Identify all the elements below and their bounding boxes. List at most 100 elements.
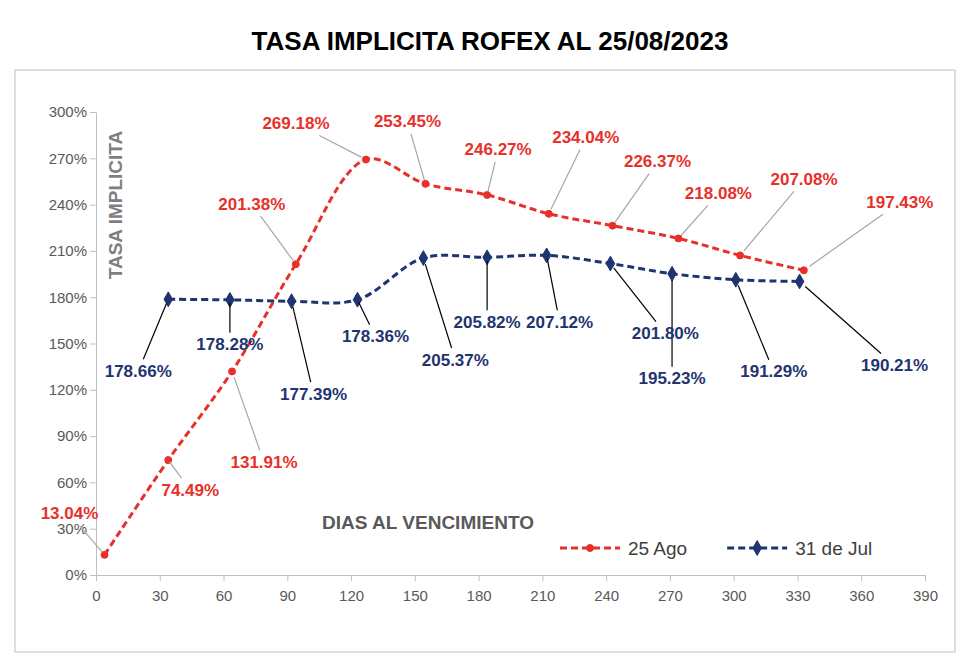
y-tick-label: 90% xyxy=(57,427,87,444)
leader-line xyxy=(425,264,451,348)
y-tick-mark xyxy=(90,529,96,530)
legend-label: 25 Ago xyxy=(628,538,687,559)
y-tick-label: 120% xyxy=(49,381,87,398)
y-tick: 240% xyxy=(49,196,96,213)
leader-line xyxy=(411,134,424,180)
series-marker xyxy=(422,180,429,187)
y-tick: 300% xyxy=(49,103,96,120)
x-tick-label: 150 xyxy=(403,587,428,604)
leader-line xyxy=(810,214,883,266)
x-tick-label: 60 xyxy=(216,587,233,604)
x-tick-label: 390 xyxy=(913,587,938,604)
data-label: 74.49% xyxy=(161,481,219,500)
y-tick-label: 180% xyxy=(49,289,87,306)
y-axis-title: TASA IMPLICITA xyxy=(105,130,126,279)
legend: 25 Ago 31 de Jul xyxy=(560,538,872,559)
x-tick: 360 xyxy=(849,575,874,604)
data-label: 177.39% xyxy=(280,385,347,404)
x-tick: 180 xyxy=(467,575,492,604)
y-tick: 0% xyxy=(65,566,96,583)
leader-line xyxy=(547,259,557,310)
legend-marker xyxy=(753,541,762,556)
y-tick-mark xyxy=(90,390,96,391)
x-tick-mark xyxy=(797,575,798,581)
y-tick-label: 60% xyxy=(57,474,87,491)
series-marker xyxy=(668,266,677,281)
leader-line xyxy=(487,261,488,310)
legend-label: 31 de Jul xyxy=(795,538,872,559)
x-tick: 210 xyxy=(530,575,555,604)
series-line xyxy=(105,159,804,555)
x-axis-title: DIAS AL VENCIMIENTO xyxy=(322,512,534,533)
series-marker xyxy=(484,191,491,198)
data-labels: 13.04%74.49%131.91%201.38%269.18%253.45%… xyxy=(41,112,934,552)
x-tick: 240 xyxy=(594,575,619,604)
x-tick: 60 xyxy=(216,575,233,604)
y-tick-mark xyxy=(90,436,96,437)
chart-frame xyxy=(15,70,955,652)
leader-line xyxy=(234,377,260,451)
x-tick: 390 xyxy=(913,575,938,604)
y-tick: 120% xyxy=(49,381,96,398)
x-tick-label: 180 xyxy=(467,587,492,604)
leader-line xyxy=(261,216,294,260)
x-tick-label: 90 xyxy=(279,587,296,604)
y-tick-mark xyxy=(90,297,96,298)
y-tick-mark xyxy=(90,482,96,483)
x-tick-mark xyxy=(224,575,225,581)
x-tick-mark xyxy=(925,575,926,581)
x-axis: 0306090120150180210240270300330360390 xyxy=(92,575,938,604)
data-label: 234.04% xyxy=(552,128,619,147)
leader-line xyxy=(229,303,230,333)
series-marker xyxy=(542,248,551,263)
y-tick-mark xyxy=(90,158,96,159)
series-marker xyxy=(287,294,296,309)
series-marker xyxy=(292,261,299,268)
y-tick-mark xyxy=(90,112,96,113)
series-marker xyxy=(675,235,682,242)
data-label: 197.43% xyxy=(866,193,933,212)
data-label: 178.28% xyxy=(196,335,263,354)
series-marker xyxy=(732,272,741,287)
leader-line xyxy=(614,268,656,322)
legend-item: 31 de Jul xyxy=(727,538,872,559)
series-marker xyxy=(545,210,552,217)
data-label: 190.21% xyxy=(861,356,928,375)
x-tick-label: 0 xyxy=(92,587,100,604)
data-label: 201.80% xyxy=(632,324,699,343)
y-tick-label: 150% xyxy=(49,335,87,352)
x-tick-label: 210 xyxy=(530,587,555,604)
y-tick-mark xyxy=(90,575,96,576)
x-tick-mark xyxy=(96,575,97,581)
y-tick-label: 210% xyxy=(49,242,87,259)
plot-area xyxy=(101,156,807,558)
series-marker xyxy=(419,251,428,266)
x-tick-mark xyxy=(542,575,543,581)
x-tick: 270 xyxy=(658,575,683,604)
legend-item: 25 Ago xyxy=(560,538,687,559)
y-tick-mark xyxy=(90,344,96,345)
leader-line xyxy=(805,286,881,353)
data-label: 205.82% xyxy=(454,313,521,332)
series-marker xyxy=(229,368,236,375)
data-label: 201.38% xyxy=(218,195,285,214)
data-label: 131.91% xyxy=(230,453,297,472)
x-tick-label: 300 xyxy=(722,587,747,604)
leader-line xyxy=(488,162,495,192)
leader-line xyxy=(319,136,361,158)
leader-line xyxy=(551,150,580,209)
legend-marker xyxy=(587,545,594,552)
y-tick-label: 240% xyxy=(49,196,87,213)
chart: TASA IMPLICITA ROFEX AL 25/08/20230%30%6… xyxy=(0,0,980,660)
series-line xyxy=(168,255,799,303)
data-label: 191.29% xyxy=(740,362,807,381)
x-tick-mark xyxy=(479,575,480,581)
x-tick-label: 330 xyxy=(785,587,810,604)
y-tick-label: 300% xyxy=(49,103,87,120)
x-tick: 90 xyxy=(279,575,296,604)
y-tick: 270% xyxy=(49,150,96,167)
series-marker xyxy=(737,252,744,259)
leader-line xyxy=(359,302,370,325)
x-tick-label: 360 xyxy=(849,587,874,604)
x-tick-mark xyxy=(160,575,161,581)
